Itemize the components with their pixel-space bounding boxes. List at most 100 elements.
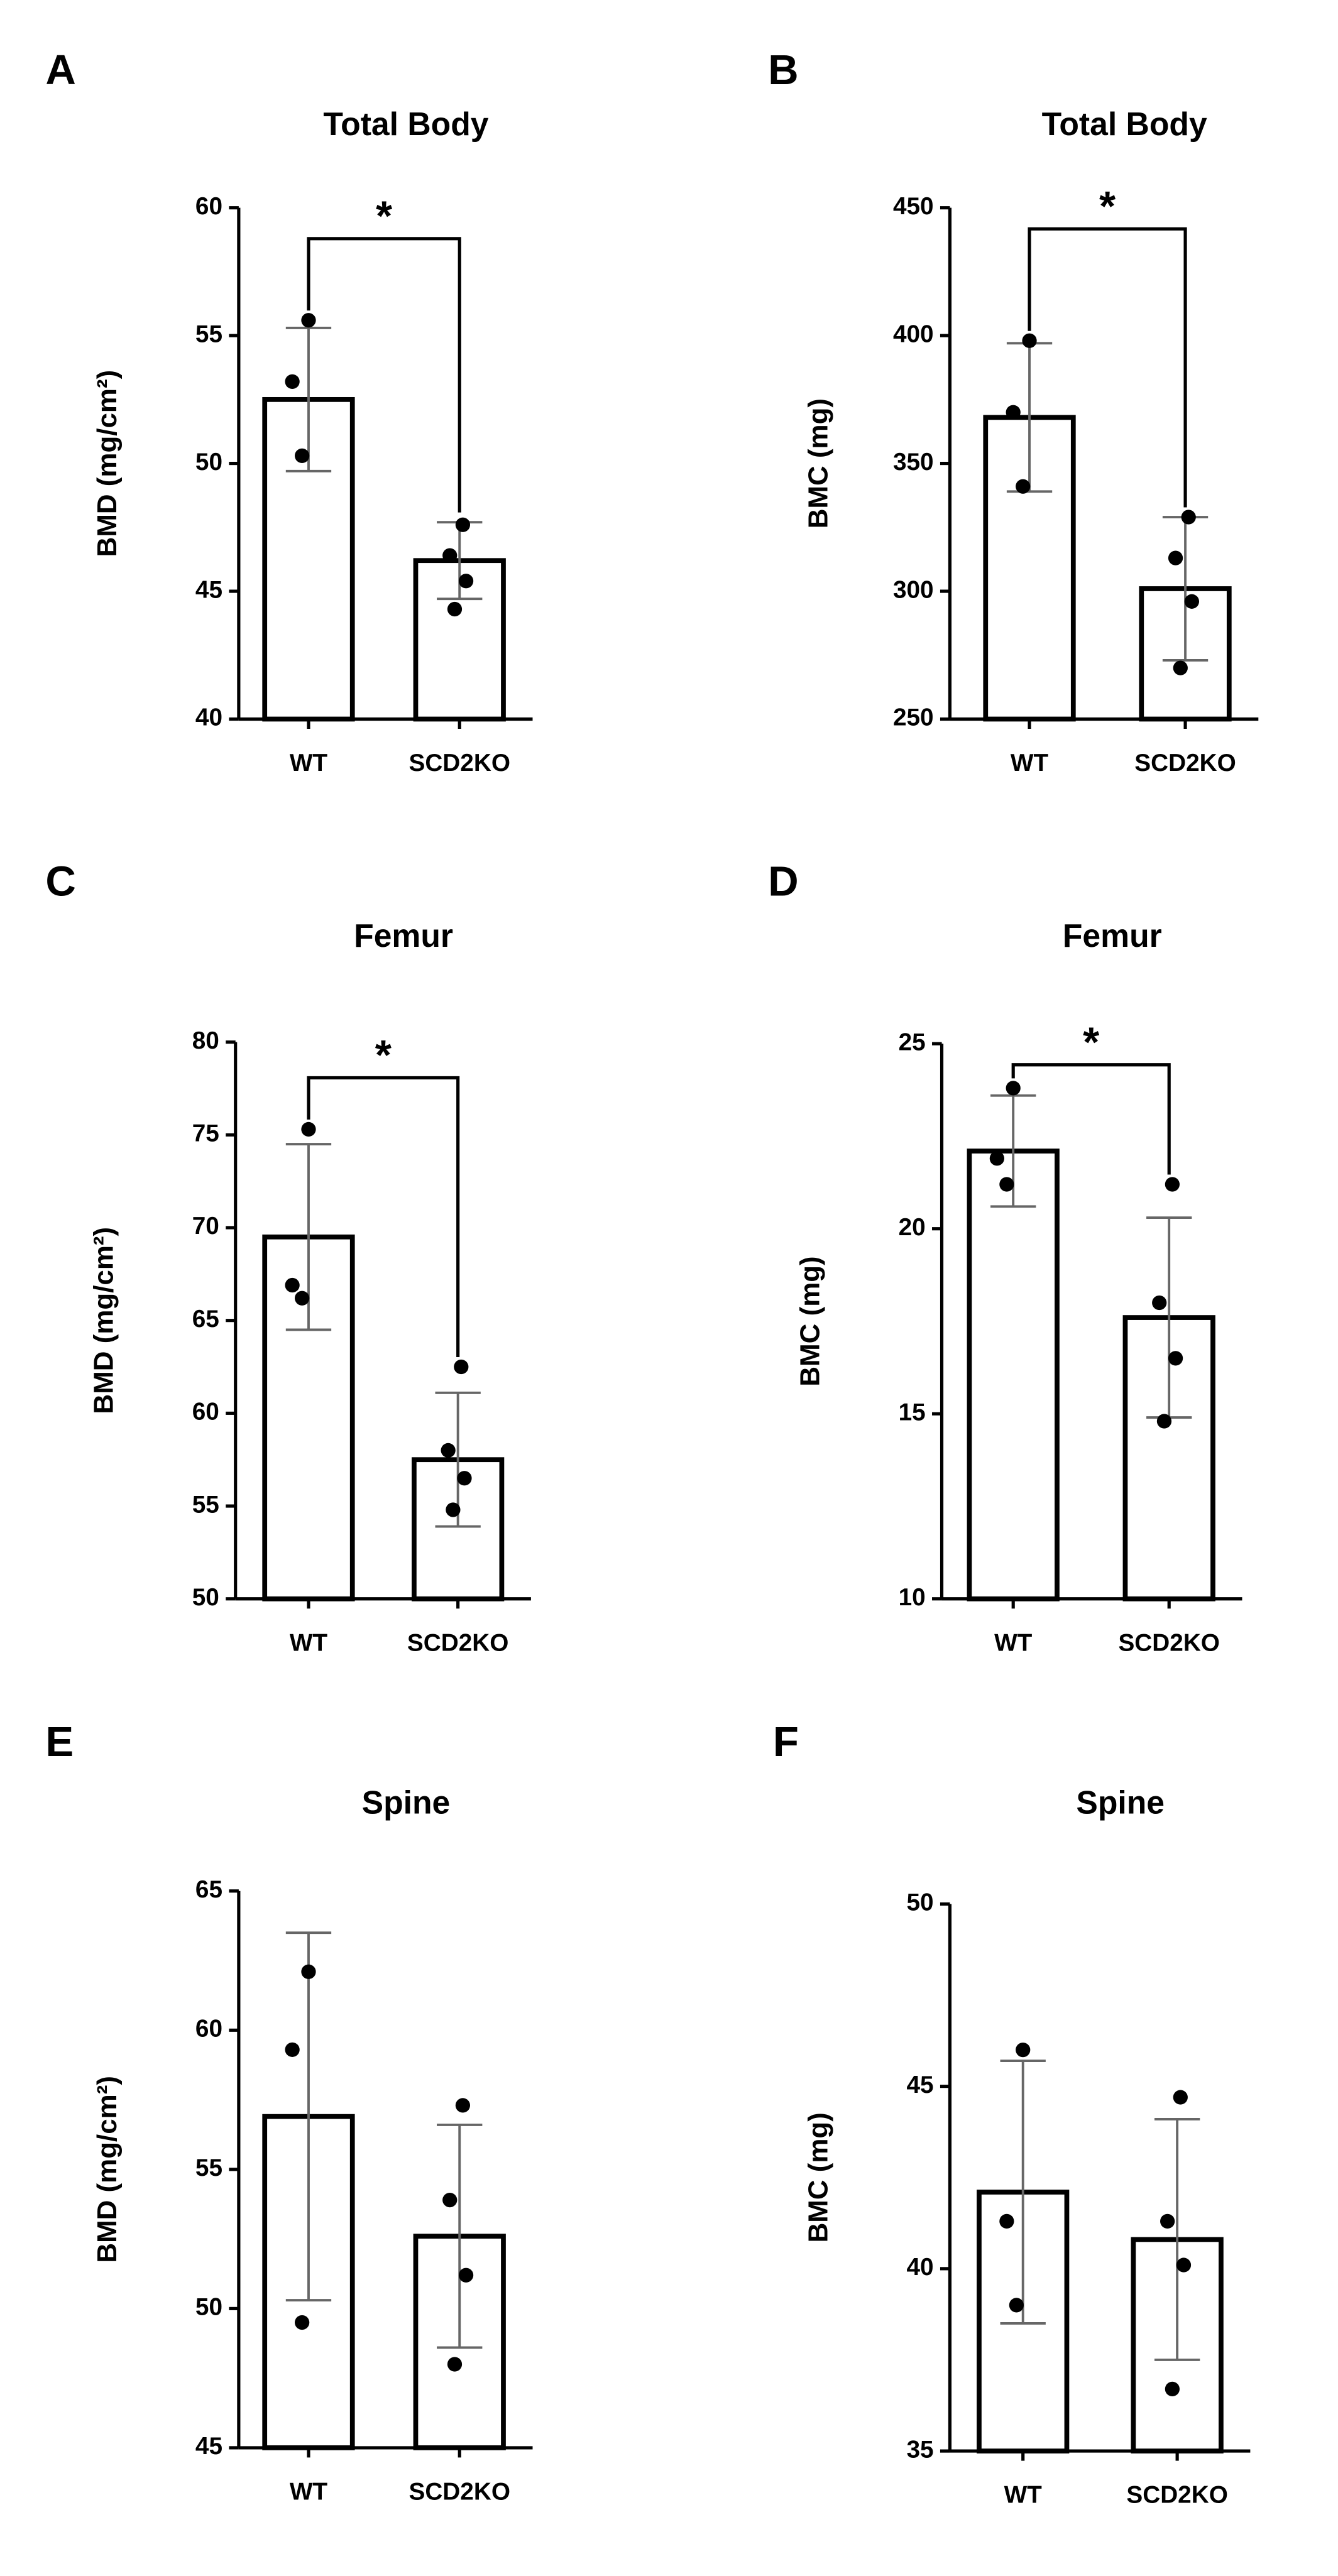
data-point [447, 2357, 463, 2372]
data-point [295, 1291, 310, 1306]
y-tick-label: 80 [192, 1027, 219, 1054]
y-axis-label: BMD (mg/cm²) [92, 370, 123, 557]
y-tick-label: 10 [899, 1584, 926, 1611]
y-tick-label: 55 [192, 1491, 219, 1518]
data-point [301, 1122, 316, 1137]
data-point [1173, 2090, 1188, 2105]
x-tick-label: WT [1011, 750, 1049, 777]
panel: D Femur BMC (mg) 10 15 20 25 WT SCD2KO * [768, 858, 1242, 1656]
panel-letter: B [768, 46, 799, 94]
significance-bracket [1028, 227, 1187, 508]
y-tick-label: 65 [192, 1306, 219, 1333]
data-point [999, 1177, 1014, 1192]
bar [1131, 2237, 1224, 2453]
data-point [1022, 333, 1037, 348]
y-axis-label: BMC (mg) [803, 398, 833, 528]
data-point [441, 1443, 456, 1458]
y-tick-label: 45 [195, 576, 222, 603]
data-point [455, 2098, 471, 2113]
data-point [989, 1151, 1004, 1166]
data-point [1006, 405, 1021, 420]
y-tick-label: 400 [893, 320, 934, 347]
data-point [455, 517, 471, 532]
data-point [457, 1471, 472, 1486]
significance-label: * [375, 1032, 392, 1079]
significance-bracket [1011, 1063, 1171, 1175]
y-tick-label: 70 [192, 1213, 219, 1240]
y-tick-label: 60 [192, 1399, 219, 1426]
data-point [1176, 2257, 1192, 2273]
y-tick-label: 60 [195, 2016, 222, 2043]
x-tick-label: WT [290, 1629, 328, 1656]
data-point [1156, 1414, 1172, 1429]
panel: C Femur BMD (mg/cm²) 50 55 60 65 70 75 80 WT SCD2KO… [45, 858, 531, 1656]
y-tick-label: 75 [192, 1120, 219, 1147]
data-point [1168, 1351, 1183, 1366]
y-axis-label: BMC (mg) [803, 2112, 833, 2242]
x-tick-label: SCD2KO [1134, 750, 1236, 777]
data-point [1016, 479, 1031, 494]
chart-title: Femur [354, 917, 453, 954]
panel: F Spine BMC (mg) 35 40 45 50 WT SCD2KO [773, 1718, 1251, 2509]
x-tick-label: SCD2KO [1126, 2482, 1228, 2509]
panel: A Total Body BMD (mg/cm²) 40 45 50 55 60 WT SCD2K… [45, 46, 533, 777]
panel-letter: D [768, 858, 799, 905]
data-point [301, 1964, 316, 1979]
y-tick-label: 50 [195, 449, 222, 476]
y-axis-label: BMD (mg/cm²) [92, 2076, 123, 2263]
data-point [446, 1502, 461, 1517]
bar [967, 1149, 1060, 1602]
data-point [442, 2192, 458, 2208]
data-point [442, 548, 458, 563]
chart-title: Spine [1076, 1784, 1165, 1820]
significance-label: * [1083, 1019, 1100, 1066]
y-tick-label: 40 [195, 704, 222, 731]
data-point [458, 574, 474, 589]
y-axis-label: BMC (mg) [794, 1256, 825, 1386]
chart-title: Total Body [323, 106, 488, 142]
data-point [1160, 2213, 1175, 2229]
data-point [1181, 510, 1196, 525]
y-tick-label: 35 [906, 2436, 933, 2463]
significance-label: * [376, 193, 393, 240]
data-point [1016, 2042, 1031, 2058]
x-tick-label: WT [290, 2478, 328, 2505]
data-point [1168, 550, 1183, 565]
x-tick-label: WT [1004, 2482, 1043, 2509]
data-point [999, 2213, 1014, 2229]
x-tick-label: SCD2KO [409, 750, 510, 777]
data-point [1184, 594, 1200, 609]
data-point [1165, 1177, 1180, 1192]
data-point [285, 2042, 300, 2057]
data-point [458, 2268, 474, 2283]
y-tick-label: 20 [899, 1214, 926, 1241]
data-point [1006, 1081, 1021, 1096]
panel: B Total Body BMC (mg) 250 300 350 400 450 WT SCD2… [768, 46, 1259, 777]
data-point [1173, 660, 1188, 675]
data-point [1152, 1295, 1167, 1311]
y-tick-label: 55 [195, 2154, 222, 2181]
panel-letter: C [45, 858, 76, 905]
x-tick-label: SCD2KO [1118, 1629, 1220, 1656]
x-tick-label: WT [994, 1629, 1033, 1656]
y-tick-label: 25 [899, 1029, 926, 1056]
y-tick-label: 50 [192, 1584, 219, 1611]
data-point [301, 313, 316, 328]
y-tick-label: 45 [195, 2433, 222, 2460]
data-point [1009, 2298, 1024, 2313]
x-tick-label: SCD2KO [407, 1629, 509, 1656]
y-axis-label: BMD (mg/cm²) [89, 1227, 119, 1414]
chart-title: Femur [1063, 917, 1162, 954]
significance-bracket [307, 1076, 460, 1358]
y-tick-label: 15 [899, 1399, 926, 1426]
panel: E Spine BMD (mg/cm²) 45 50 55 60 65 WT SCD2KO [45, 1718, 533, 2505]
y-tick-label: 450 [893, 193, 934, 220]
panel-letter: F [773, 1718, 799, 1766]
significance-bracket [307, 237, 461, 513]
y-tick-label: 60 [195, 193, 222, 220]
data-point [295, 2315, 310, 2330]
significance-label: * [1099, 183, 1116, 230]
y-tick-label: 300 [893, 576, 934, 603]
y-tick-label: 65 [195, 1876, 222, 1903]
